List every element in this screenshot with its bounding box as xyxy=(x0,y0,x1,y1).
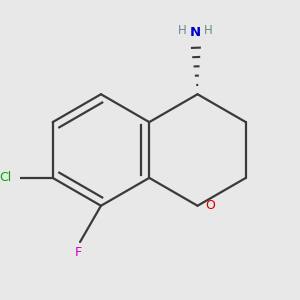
Text: H: H xyxy=(204,24,213,37)
Text: N: N xyxy=(190,26,201,39)
Text: O: O xyxy=(205,199,215,212)
Text: H: H xyxy=(178,24,187,37)
Text: Cl: Cl xyxy=(0,171,11,184)
Text: F: F xyxy=(74,246,82,259)
